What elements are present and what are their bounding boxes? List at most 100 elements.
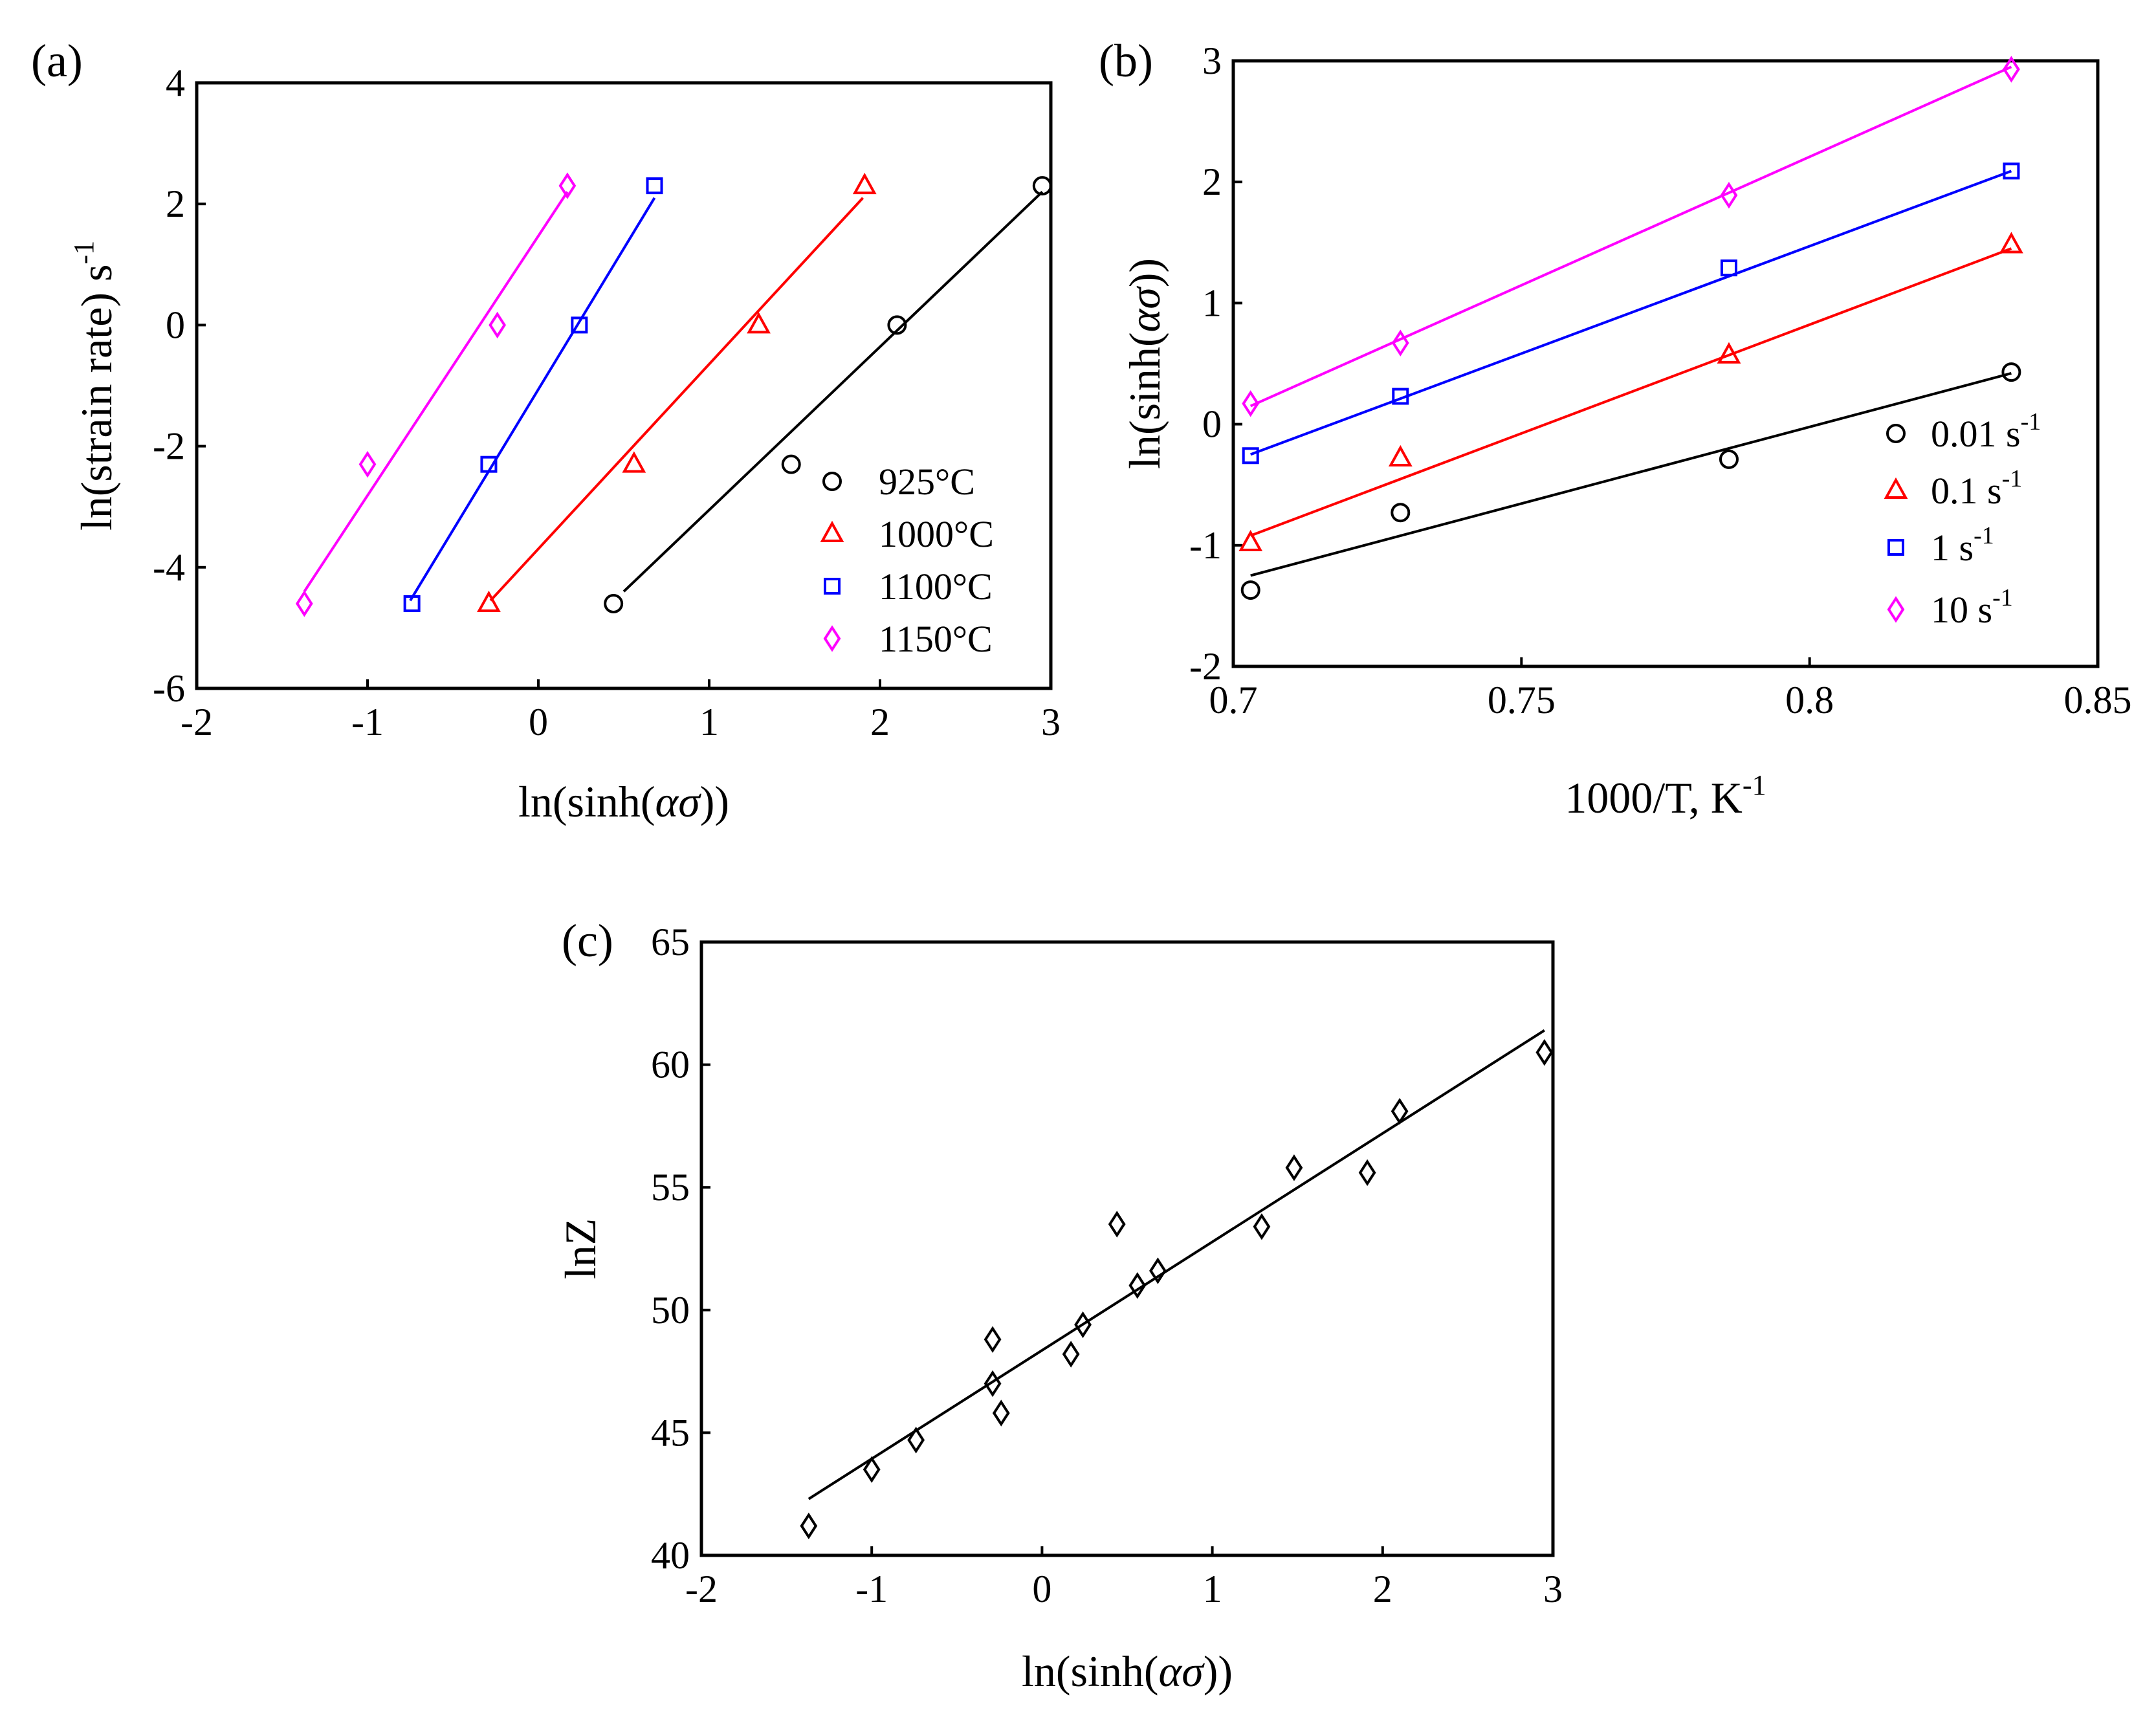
series-1-fit-line <box>1250 247 2012 537</box>
panel-c-label: (c) <box>562 915 613 967</box>
series-3-fit-line <box>1249 65 2012 408</box>
series-0-fit-line <box>622 191 1044 593</box>
y-tick-label: 40 <box>651 1534 690 1577</box>
series-1-point <box>477 590 501 612</box>
legend-0-marker <box>1886 424 1906 443</box>
legend-0-marker <box>822 472 842 491</box>
x-tick-label: -2 <box>685 1568 718 1610</box>
series-0-point <box>1062 1341 1080 1368</box>
series-0-point <box>984 1370 1002 1398</box>
series-0-point <box>887 315 907 335</box>
series-0-point <box>863 1456 881 1483</box>
y-tick-label: -6 <box>153 667 185 710</box>
legend-3-marker <box>1887 596 1905 623</box>
series-1-point <box>1999 232 2023 254</box>
series-0-point <box>2001 362 2021 382</box>
panel-b-fit-lines <box>1249 65 2012 577</box>
panel-a-legend-label-1000: 1000°C <box>879 513 994 555</box>
x-tick-label: 2 <box>870 701 890 743</box>
x-tick-label: 0.85 <box>2064 679 2132 721</box>
series-0-point <box>992 1399 1010 1427</box>
y-tick-label: 65 <box>651 921 690 963</box>
panel-a-x-axis-label: ln(sinh(ασ)) <box>518 777 729 826</box>
series-0-point <box>1032 176 1052 196</box>
series-0-point <box>800 1512 818 1540</box>
legend-1-marker <box>1884 477 1908 499</box>
panel-a-legend: 925°C 1000°C 1100°C 1150°C <box>820 461 994 660</box>
series-0-fit-line <box>808 1029 1545 1500</box>
series-1-point <box>1238 529 1263 552</box>
series-1-point <box>1717 342 1741 364</box>
y-tick-label: -4 <box>153 546 185 589</box>
series-2-point <box>2003 162 2020 180</box>
panel-a-y-axis-label: ln(strain rate) s-1 <box>68 241 121 531</box>
series-3-point <box>2003 56 2020 83</box>
legend-2-marker <box>1887 539 1904 556</box>
x-tick-label: 1 <box>699 701 719 743</box>
series-2-fit-line <box>1250 170 2012 456</box>
y-tick-label: 45 <box>651 1411 690 1454</box>
series-3-point <box>558 172 577 199</box>
x-tick-label: -1 <box>351 701 384 743</box>
y-tick-label: 4 <box>166 61 185 104</box>
series-0-point <box>1285 1154 1303 1181</box>
panel-b-x-ticks: 0.7 0.75 0.8 0.85 <box>1209 657 2132 721</box>
series-1-point <box>622 451 646 473</box>
x-tick-label: -1 <box>855 1568 888 1610</box>
series-2-point <box>1392 388 1409 405</box>
panel-b-y-axis-label: ln(sinh(ασ)) <box>1120 258 1169 469</box>
panel-b-legend: 0.01 s-1 0.1 s-1 1 s-1 10 s-1 <box>1884 408 2041 631</box>
panel-a-legend-label-1100: 1100°C <box>879 565 993 608</box>
panel-b-legend-label-10: 10 s-1 <box>1931 584 2013 631</box>
series-0-point <box>1253 1213 1271 1240</box>
series-0-point <box>1240 580 1260 600</box>
y-tick-label: 55 <box>651 1166 690 1209</box>
series-3-point <box>1720 182 1738 209</box>
series-3-point <box>358 450 377 478</box>
legend-3-marker <box>823 625 841 652</box>
series-2-point <box>646 177 663 195</box>
y-tick-label: 50 <box>651 1289 690 1332</box>
x-tick-label: 2 <box>1373 1568 1392 1610</box>
panel-b-frame <box>1231 59 2100 668</box>
panel-c-x-ticks: -2 -1 0 1 2 3 <box>685 1546 1563 1610</box>
series-3-point <box>489 311 507 339</box>
y-tick-label: -2 <box>1189 645 1222 688</box>
x-tick-label: 1 <box>1203 1568 1222 1610</box>
panel-c-y-axis-label: lnZ <box>556 1218 605 1279</box>
series-3-point <box>295 590 313 617</box>
panel-a-legend-label-1150: 1150°C <box>879 618 993 660</box>
series-2-point <box>1720 259 1737 277</box>
series-2-point <box>480 455 498 473</box>
panel-b-label: (b) <box>1099 35 1153 87</box>
y-tick-label: -2 <box>153 425 185 468</box>
panel-b-legend-markers <box>1884 424 1908 623</box>
panel-b-legend-label-0.01: 0.01 s-1 <box>1931 408 2041 455</box>
y-tick-label: -1 <box>1189 524 1222 567</box>
x-tick-label: 0 <box>1032 1568 1051 1610</box>
panel-c-fit-lines <box>808 1029 1545 1500</box>
panel-a-legend-markers <box>820 472 844 652</box>
series-3-fit-line <box>303 191 569 593</box>
series-0-point <box>1535 1038 1554 1066</box>
panel-c: (c) 40 45 50 55 60 65 -2 -1 0 1 2 3 ln(sinh(ασ)) l… <box>556 915 1563 1696</box>
series-1-point <box>852 173 877 195</box>
series-0-point <box>1149 1257 1167 1284</box>
panel-b-legend-label-1: 1 s-1 <box>1931 522 1994 569</box>
x-tick-label: 0.8 <box>1785 679 1834 721</box>
x-tick-label: 0.75 <box>1488 679 1556 721</box>
y-tick-label: 60 <box>651 1044 690 1086</box>
panel-a-y-ticks: -6 -4 -2 0 2 4 <box>153 61 206 710</box>
series-0-point <box>781 454 801 474</box>
panel-a: (a) -6 -4 -2 0 2 4 -2 -1 0 1 2 3 ln(sinh(ασ)) ln(s… <box>31 35 1061 826</box>
panel-c-y-ticks: 40 45 50 55 60 65 <box>651 921 710 1577</box>
legend-1-marker <box>820 520 844 542</box>
y-tick-label: 2 <box>166 182 185 225</box>
y-tick-label: 0 <box>166 303 185 346</box>
panel-a-markers <box>295 172 1052 617</box>
y-tick-label: 3 <box>1202 39 1222 82</box>
panel-a-frame <box>195 81 1053 690</box>
panel-a-label: (a) <box>31 35 83 87</box>
